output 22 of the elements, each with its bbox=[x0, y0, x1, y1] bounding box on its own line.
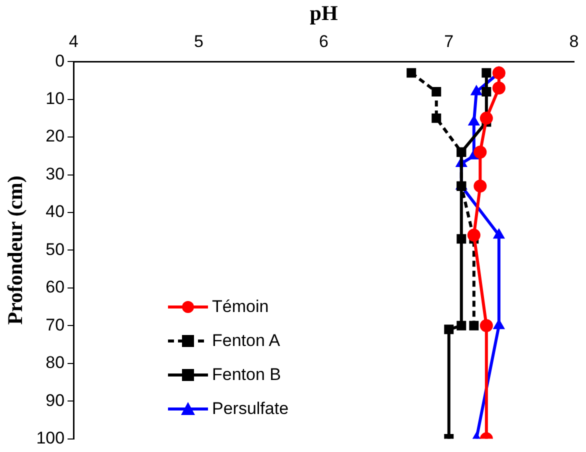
x-tick-label: 7 bbox=[444, 32, 454, 52]
x-tick-label: 8 bbox=[569, 32, 579, 52]
legend-label: Témoin bbox=[212, 297, 269, 317]
y-tick-label: 100 bbox=[36, 428, 65, 448]
y-tick-label: 10 bbox=[46, 89, 65, 108]
legend-label: Persulfate bbox=[212, 399, 289, 419]
legend-label: Fenton B bbox=[212, 365, 281, 385]
y-tick-label: 60 bbox=[46, 278, 65, 297]
y-tick-label: 20 bbox=[46, 126, 65, 146]
y-tick-label: 50 bbox=[46, 240, 65, 259]
y-axis-title: Profondeur (cm) bbox=[3, 176, 28, 325]
x-tick-label: 4 bbox=[68, 32, 78, 52]
legend-label: Fenton A bbox=[212, 331, 280, 351]
x-tick-label: 5 bbox=[194, 32, 204, 52]
y-tick-label: 90 bbox=[46, 390, 65, 410]
x-tick-label: 6 bbox=[319, 32, 329, 52]
x-axis-title: pH bbox=[310, 1, 338, 26]
y-tick-label: 70 bbox=[46, 315, 65, 334]
y-tick-label: 40 bbox=[46, 202, 65, 222]
y-tick-label: 30 bbox=[46, 164, 65, 184]
y-tick-label: 80 bbox=[46, 353, 65, 372]
y-tick-label: 0 bbox=[55, 51, 65, 70]
